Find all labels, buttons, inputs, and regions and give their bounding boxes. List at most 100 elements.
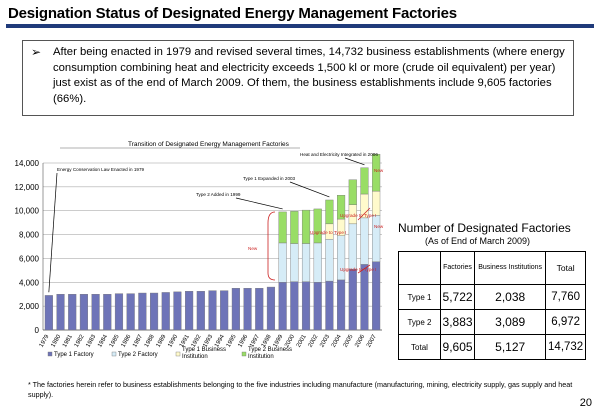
bar-segment-series-1 bbox=[138, 292, 147, 331]
legend-label-series-1: Type 1 Factory bbox=[54, 352, 94, 358]
bar-segment-series-1 bbox=[149, 292, 159, 331]
legend-label-series-4: Type 2 Business Institution bbox=[248, 347, 292, 360]
bar-segment-series-2 bbox=[301, 243, 311, 282]
annotation-arrow-1979 bbox=[48, 172, 58, 293]
designated-factories-table: Factories Business Institutions Total Ty… bbox=[398, 251, 586, 360]
bar-segment-series-1 bbox=[79, 294, 88, 331]
y-tick-label: 0 bbox=[35, 326, 40, 335]
bar-segment-series-1 bbox=[103, 294, 112, 331]
legend-label-series-2: Type 2 Factory bbox=[118, 352, 158, 358]
bar-segment-series-4 bbox=[290, 211, 299, 244]
bar-segment-series-2 bbox=[278, 242, 287, 283]
y-tick-label: 6,000 bbox=[19, 254, 40, 263]
bar-segment-series-1 bbox=[126, 293, 135, 331]
bar-segment-series-4 bbox=[372, 154, 381, 192]
table-row: Type 2 3,883 3,089 6,972 bbox=[398, 309, 586, 335]
y-tick-label: 12,000 bbox=[15, 183, 40, 192]
bar-segment-series-2 bbox=[313, 242, 322, 283]
bar-segment-series-1 bbox=[44, 295, 53, 331]
legend-swatch-series-3 bbox=[175, 351, 181, 357]
bar-segment-series-1 bbox=[360, 264, 369, 331]
table-header-row: Factories Business Institutions Total bbox=[398, 251, 586, 285]
bar-segment-series-3 bbox=[372, 190, 381, 216]
x-tick-label: 2007 bbox=[366, 333, 378, 348]
bar-segment-series-1 bbox=[255, 288, 264, 331]
table-header-blank bbox=[398, 251, 441, 285]
designated-factories-chart: Transition of Designated Energy Manageme… bbox=[15, 141, 384, 360]
x-tick-label: 2002 bbox=[308, 333, 320, 348]
annotation-new-1: New bbox=[374, 168, 384, 173]
legend-label-series-3: Type 1 Business Institution bbox=[182, 347, 226, 360]
table-row: Type 1 5,722 2,038 7,760 bbox=[398, 284, 586, 310]
bar-segment-series-4 bbox=[360, 167, 369, 195]
summary-box: ➢ After being enacted in 1979 and revise… bbox=[22, 40, 574, 116]
bar-segment-series-2 bbox=[372, 215, 381, 262]
table-subheading: (As of End of March 2009) bbox=[425, 236, 531, 246]
table-header-total: Total bbox=[545, 251, 586, 285]
bar-segment-series-1 bbox=[348, 268, 357, 331]
cell-factories: 9,605 bbox=[439, 334, 476, 360]
annotation-2003: Type 1 Expanded in 2003 bbox=[243, 176, 296, 181]
y-tick-label: 10,000 bbox=[15, 207, 40, 216]
chart-title: Transition of Designated Energy Manageme… bbox=[128, 141, 290, 148]
table-row: Total 9,605 5,127 14,732 bbox=[398, 334, 586, 360]
bar-segment-series-4 bbox=[337, 195, 346, 220]
annotation-arrow-2006 bbox=[344, 157, 365, 166]
x-tick-label: 2004 bbox=[331, 333, 343, 348]
bar-segment-series-1 bbox=[266, 286, 276, 331]
annotation-new-2: New bbox=[374, 224, 384, 229]
title-underline bbox=[6, 24, 594, 28]
bar-segment-series-1 bbox=[290, 281, 299, 331]
annotation-upgrade-3: Upgrade to Type I bbox=[340, 267, 376, 272]
bar-segment-series-4 bbox=[278, 211, 287, 244]
cell-business: 5,127 bbox=[474, 334, 547, 360]
bar-segment-series-4 bbox=[301, 209, 311, 244]
bar-segment-series-1 bbox=[337, 279, 346, 331]
x-tick-label: 2003 bbox=[319, 333, 331, 348]
cell-business: 3,089 bbox=[474, 309, 547, 335]
legend-swatch-series-2 bbox=[111, 351, 117, 357]
upgrade-arrow-2 bbox=[357, 264, 371, 274]
y-tick-label: 4,000 bbox=[19, 278, 40, 287]
bar-segment-series-1 bbox=[243, 288, 252, 331]
page-number: 20 bbox=[579, 397, 592, 409]
cell-factories: 3,883 bbox=[439, 309, 476, 335]
legend-swatch-series-4 bbox=[241, 351, 247, 357]
y-tick-label: 2,000 bbox=[19, 302, 40, 311]
annotation-1979: Energy Conservation Law Enacted in 1979 bbox=[57, 167, 145, 172]
row-label: Type 2 bbox=[398, 309, 441, 335]
x-tick-label: 1983 bbox=[85, 333, 97, 348]
x-tick-label: 1980 bbox=[50, 333, 62, 348]
cell-total: 14,732 bbox=[545, 334, 586, 360]
upgrade-arrow-1 bbox=[357, 207, 371, 221]
bar-segment-series-1 bbox=[173, 291, 182, 331]
y-tick-label: 8,000 bbox=[19, 231, 40, 240]
y-tick-label: 14,000 bbox=[15, 159, 40, 168]
x-tick-label: 1979 bbox=[39, 333, 51, 348]
x-tick-label: 1984 bbox=[97, 333, 109, 348]
bar-segment-series-1 bbox=[185, 291, 194, 331]
x-tick-label: 1986 bbox=[121, 333, 133, 348]
bar-segment-series-1 bbox=[56, 294, 65, 331]
x-tick-label: 1981 bbox=[62, 333, 74, 348]
x-tick-label: 1995 bbox=[226, 333, 238, 348]
row-label: Total bbox=[398, 334, 441, 360]
annotation-1999: Type 2 Added in 1999 bbox=[196, 192, 241, 197]
x-tick-label: 2005 bbox=[343, 333, 355, 348]
bullet-arrow-icon: ➢ bbox=[31, 45, 42, 59]
bar-segment-series-1 bbox=[68, 294, 77, 331]
x-tick-label: 2001 bbox=[296, 333, 308, 348]
x-tick-label: 1990 bbox=[167, 333, 179, 348]
annotation-2006: Heat and Electricity Integrated in 2006 bbox=[300, 152, 378, 157]
bar-segment-series-1 bbox=[231, 288, 240, 331]
bar-segment-series-2 bbox=[348, 223, 357, 270]
x-tick-label: 1988 bbox=[144, 333, 156, 348]
bar-segment-series-4 bbox=[348, 179, 357, 205]
x-tick-label: 1985 bbox=[109, 333, 121, 348]
table-heading: Number of Designated Factories bbox=[398, 221, 571, 235]
bar-segment-series-1 bbox=[301, 281, 311, 331]
bar-segment-series-1 bbox=[313, 282, 322, 331]
bar-segment-series-1 bbox=[278, 282, 287, 331]
summary-text: After being enacted in 1979 and revised … bbox=[53, 46, 565, 105]
annotation-upgrade-2: Upgrade to Type I bbox=[310, 230, 346, 235]
